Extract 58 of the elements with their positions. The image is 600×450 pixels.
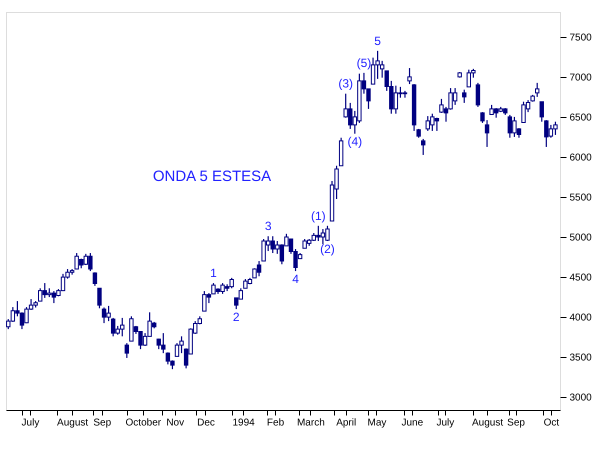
x-tick-label: August xyxy=(57,418,88,428)
y-tick-label: 3500 xyxy=(570,352,592,364)
candlestick xyxy=(452,87,458,106)
candlestick xyxy=(476,82,480,108)
annotation: (3) xyxy=(338,76,354,91)
x-tick-label: July xyxy=(22,418,40,428)
candlestick xyxy=(179,336,184,354)
candlestick xyxy=(462,89,466,104)
x-tick-label: Nov xyxy=(166,418,184,428)
y-tick-label: 6500 xyxy=(570,112,592,124)
annotation: ONDA 5 ESTESA xyxy=(152,168,272,185)
y-tick-label: 5500 xyxy=(570,192,592,204)
candlestick xyxy=(544,120,549,148)
annotation: (5) xyxy=(356,56,372,70)
x-tick-label: October xyxy=(126,418,162,428)
candlestick xyxy=(243,278,248,289)
candlestick xyxy=(256,260,262,277)
annotation: 2 xyxy=(232,310,240,324)
x-tick-label: Sep xyxy=(93,418,112,428)
candlestick xyxy=(484,120,490,148)
y-tick-label: 7000 xyxy=(570,72,592,84)
candlestick xyxy=(480,112,485,124)
annotation: 5 xyxy=(374,34,382,48)
x-tick-label: Feb xyxy=(266,418,285,428)
y-tick-label: 7500 xyxy=(570,32,592,44)
y-tick-label: 4000 xyxy=(570,312,592,324)
y-tick-label: 3000 xyxy=(570,392,592,404)
candlestick xyxy=(421,138,426,156)
annotation: (2) xyxy=(320,242,335,256)
candlestick xyxy=(129,316,134,342)
y-tick-label: 5000 xyxy=(570,232,592,244)
candlestick xyxy=(97,288,102,309)
annotation: 1 xyxy=(210,266,218,280)
x-tick-label: April xyxy=(336,418,356,428)
annotation: (1) xyxy=(311,208,326,223)
x-tick-label: Oct xyxy=(544,418,560,428)
annotation: 3 xyxy=(264,219,272,234)
x-tick-label: Dec xyxy=(197,418,215,428)
candlestick xyxy=(466,69,472,88)
candlestick xyxy=(106,305,111,322)
candlestick xyxy=(92,272,98,286)
x-tick-label: June xyxy=(401,418,424,428)
x-tick-label: August xyxy=(472,418,504,428)
x-tick-label: March xyxy=(296,418,325,428)
candlestick xyxy=(508,114,512,138)
annotation: (4) xyxy=(347,134,362,149)
candlestick xyxy=(407,67,412,85)
x-tick-label: 1994 xyxy=(232,418,256,428)
x-tick-label: Sep xyxy=(507,418,526,428)
y-tick-label: 6000 xyxy=(570,152,592,164)
candlestick xyxy=(202,290,207,312)
annotation: 4 xyxy=(292,272,300,286)
x-tick-label: July xyxy=(436,418,454,428)
x-tick-label: May xyxy=(368,418,386,428)
candlestick xyxy=(439,98,444,114)
candlestick xyxy=(124,342,130,359)
y-tick-label: 4500 xyxy=(570,272,592,284)
candlestick xyxy=(174,342,180,357)
